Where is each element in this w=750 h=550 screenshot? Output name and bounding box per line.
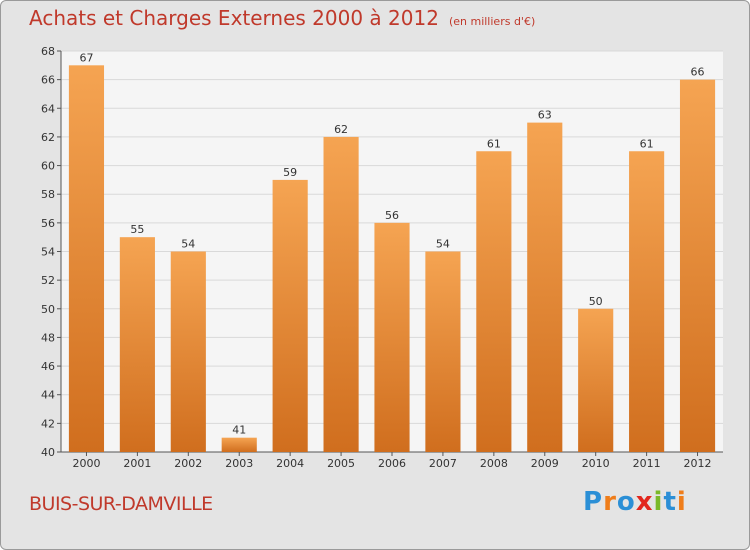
y-tick-label: 56	[41, 217, 55, 230]
bar-2008	[476, 151, 512, 452]
bar-2005	[323, 136, 359, 452]
logo-letter: i	[676, 487, 687, 517]
x-tick-label: 2004	[276, 457, 304, 470]
y-tick-label: 54	[41, 246, 55, 259]
x-tick-label: 2010	[582, 457, 610, 470]
x-tick-label: 2007	[429, 457, 457, 470]
y-tick-label: 60	[41, 160, 55, 173]
y-tick-label: 48	[41, 331, 55, 344]
bar-2009	[527, 122, 563, 452]
bar-value-label: 59	[283, 166, 297, 179]
bar-2003	[221, 437, 257, 452]
logo-letter: t	[663, 487, 677, 517]
y-tick-label: 58	[41, 188, 55, 201]
bar-value-label: 56	[385, 209, 399, 222]
chart-unit: (en milliers d'€)	[448, 15, 536, 28]
bar-2012	[679, 79, 716, 453]
x-tick-label: 2002	[174, 457, 202, 470]
bar-value-label: 54	[181, 238, 195, 251]
bar-value-label: 66	[691, 66, 705, 79]
bar-value-label: 41	[232, 424, 246, 437]
logo-letter: P	[583, 487, 604, 517]
logo-letter: o	[616, 487, 636, 517]
x-tick-label: 2001	[123, 457, 151, 470]
logo-letter: r	[603, 487, 617, 517]
bar-2000	[68, 65, 105, 453]
x-tick-label: 2011	[633, 457, 661, 470]
x-tick-label: 2009	[531, 457, 559, 470]
bar-value-label: 61	[487, 137, 501, 150]
y-tick-label: 40	[41, 446, 55, 459]
bar-2002	[170, 251, 206, 452]
bar-2004	[272, 179, 308, 452]
bar-value-label: 50	[589, 295, 603, 308]
y-tick-label: 52	[41, 274, 55, 287]
y-tick-label: 44	[41, 389, 55, 402]
bar-2011	[629, 151, 665, 452]
x-tick-label: 2003	[225, 457, 253, 470]
bar-value-label: 67	[79, 51, 93, 64]
y-tick-label: 50	[41, 303, 55, 316]
proxiti-logo[interactable]: Proxiti	[583, 487, 687, 517]
y-tick-label: 64	[41, 102, 55, 115]
bar-2001	[119, 237, 155, 452]
bar-value-label: 61	[640, 137, 654, 150]
bar-value-label: 55	[130, 223, 144, 236]
chart-title-text: Achats et Charges Externes 2000 à 2012	[29, 6, 439, 30]
x-tick-label: 2008	[480, 457, 508, 470]
y-tick-label: 42	[41, 417, 55, 430]
bar-value-label: 63	[538, 109, 552, 122]
x-tick-label: 2012	[684, 457, 712, 470]
chart-title: Achats et Charges Externes 2000 à 2012 (e…	[29, 6, 535, 30]
y-tick-label: 62	[41, 131, 55, 144]
bar-value-label: 62	[334, 123, 348, 136]
bar-2006	[374, 222, 410, 452]
y-tick-label: 68	[41, 45, 55, 58]
bar-2007	[425, 251, 461, 452]
x-tick-label: 2006	[378, 457, 406, 470]
logo-letter: i	[653, 487, 664, 517]
bar-2010	[578, 308, 614, 452]
y-tick-label: 46	[41, 360, 55, 373]
bar-value-label: 54	[436, 238, 450, 251]
logo-letter: x	[635, 487, 654, 517]
y-tick-label: 66	[41, 74, 55, 87]
x-tick-label: 2005	[327, 457, 355, 470]
place-name: BUIS-SUR-DAMVILLE	[29, 493, 213, 515]
x-tick-label: 2000	[72, 457, 100, 470]
